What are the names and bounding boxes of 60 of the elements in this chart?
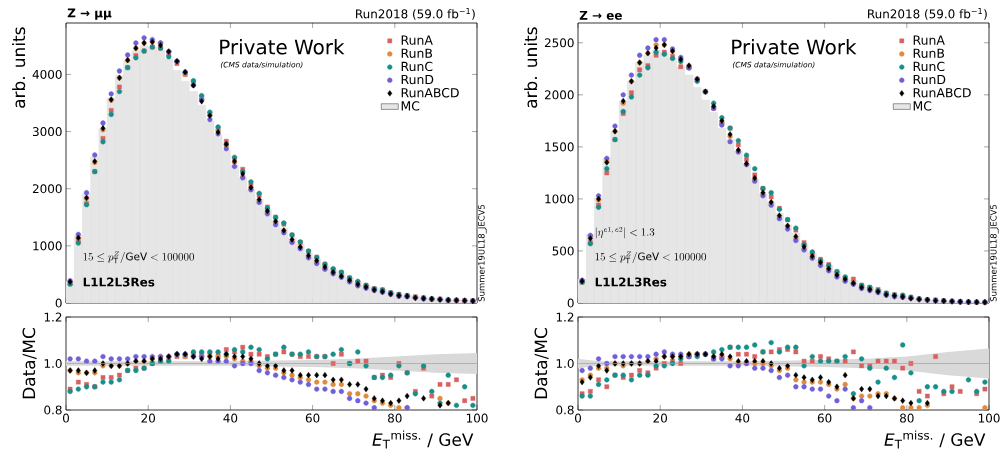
legend-label: MC [913,101,932,111]
x-tick-label: 80 [900,413,914,423]
x-tick-label: 0 [62,413,70,423]
y-tick-label: 1500 [545,142,574,152]
legend-label: RunD [401,74,434,85]
y-tick-label: 0 [55,298,62,308]
x-tick-label: 60 [817,413,832,423]
y-tick-label: 4000 [32,69,62,79]
annotation: Private Work [220,39,345,55]
y-tick-label: 2000 [544,90,574,100]
x-tick-label: 20 [141,413,156,423]
legend-label: RunA [401,35,433,45]
annotation: Private Work [732,39,857,55]
legend-label: RunB [401,48,433,58]
text: Summer19UL18_JECV5 [478,204,487,302]
y-tick-label: 1.0 [556,358,574,369]
y-tick-label: 1000 [33,241,62,251]
y-tick-label: 0 [567,298,574,308]
annotation: $15 \leq p_{\mathrm{T}}^{Z}/\mathrm{GeV} < 100000$ [595,251,706,264]
annotation: $15 \leq p_{\mathrm{T}}^{Z}/\mathrm{GeV} < 100000$ [83,251,194,264]
y-tick-label: 1000 [545,194,574,204]
y-axis-title: arb. units [524,27,538,108]
x-tick-label: 40 [223,413,238,423]
x-tick-label: 40 [735,413,750,423]
x-tick-label: 0 [574,413,582,423]
chart-title: Z → μμ [67,8,112,20]
x-axis-title: E$_{T}$$^{miss.}$ / GeV [372,430,474,449]
y-axis-title: Data/MC [22,328,37,399]
legend-label: RunD [913,74,946,85]
legend-label: RunC [401,61,433,72]
y-tick-label: 500 [552,246,574,256]
x-tick-label: 20 [653,413,668,423]
y-tick-label: 1.0 [44,358,62,369]
legend-label: RunC [913,61,945,72]
chart-subtitle: Run2018 (59.0 fb$^{−1}$) [868,8,987,20]
y-tick-label: 0.8 [556,405,574,415]
text: Summer19UL18_JECV5 [990,204,999,302]
legend-label: RunABCD [401,87,459,98]
y-tick-label: 0.8 [44,405,62,415]
x-tick-label: 80 [388,413,402,423]
x-tick-label: 100 [466,413,488,423]
annotation: L1L2L3Res [83,277,155,287]
y-tick-label: 2500 [544,38,574,48]
y-tick-label: 1.2 [556,312,574,322]
annotation: $|\eta^{e1,\, e2}| < 1.3$ [595,226,655,239]
x-tick-label: 60 [305,413,320,423]
annotation: L1L2L3Res [595,277,667,287]
y-axis-title: arb. units [12,27,26,108]
legend-label: MC [401,101,420,111]
x-tick-label: 100 [978,413,1000,423]
y-axis-title: Data/MC [534,328,549,399]
chart-subtitle: Run2018 (59.0 fb$^{−1}$) [356,8,475,20]
y-tick-label: 2000 [32,184,62,194]
y-tick-label: 1.2 [44,312,62,322]
chart-title: Z → ee [579,10,622,20]
y-tick-label: 3000 [32,127,62,137]
x-axis-title: E$_{T}$$^{miss.}$ / GeV [884,430,986,449]
legend-label: RunABCD [913,87,971,98]
legend-label: RunA [913,35,945,45]
legend-label: RunB [913,48,945,58]
